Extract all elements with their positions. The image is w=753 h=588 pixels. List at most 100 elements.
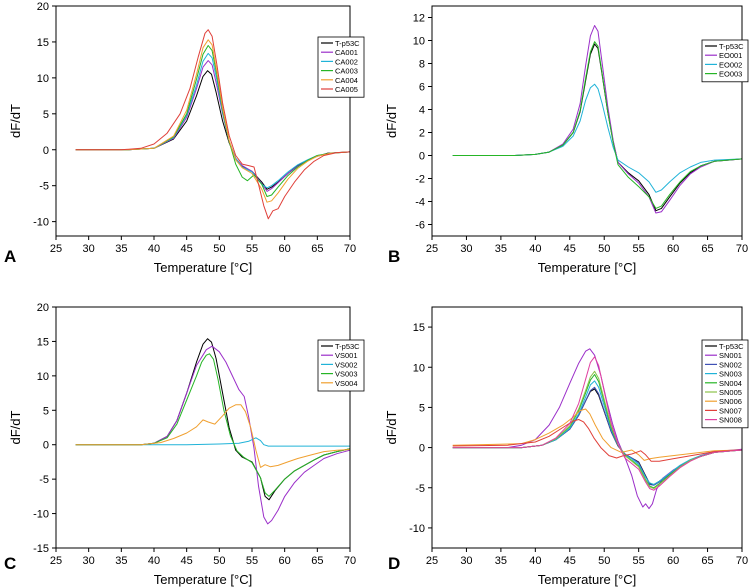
x-tick-label: 25: [426, 555, 438, 567]
series-line-vs001: [75, 345, 351, 525]
y-tick-label: -2: [415, 174, 425, 186]
y-tick-label: 15: [413, 322, 425, 334]
x-tick-label: 55: [246, 243, 258, 255]
y-tick-label: 2: [419, 128, 425, 140]
panel-letter: A: [4, 247, 16, 266]
y-tick-label: -15: [33, 543, 49, 555]
y-tick-label: -10: [33, 509, 49, 521]
x-tick-label: 40: [148, 243, 160, 255]
x-tick-label: 50: [598, 555, 610, 567]
x-axis-label: Temperature [°C]: [538, 260, 636, 275]
series-line-ca005: [75, 29, 351, 220]
legend-label: EO002: [719, 60, 742, 69]
y-tick-label: 12: [413, 13, 425, 25]
series-line-sn002: [452, 386, 743, 486]
x-tick-label: 65: [701, 243, 713, 255]
x-tick-label: 55: [246, 555, 258, 567]
y-tick-label: 10: [37, 73, 49, 85]
x-tick-label: 45: [564, 243, 576, 255]
x-tick-label: 70: [344, 243, 356, 255]
legend-label: EO001: [719, 51, 742, 60]
x-tick-label: 55: [633, 243, 645, 255]
plot-frame: [431, 5, 743, 237]
x-tick-label: 35: [495, 243, 507, 255]
x-tick-label: 40: [529, 243, 541, 255]
y-tick-label: -5: [415, 483, 425, 495]
x-tick-label: 55: [633, 555, 645, 567]
y-tick-label: -10: [409, 523, 425, 535]
legend-box: [701, 39, 749, 83]
series-group: [452, 25, 743, 214]
legend-label: T-p53C: [335, 342, 360, 351]
x-tick-label: 60: [667, 555, 679, 567]
y-tick-label: 5: [43, 109, 49, 121]
x-tick-label: 70: [736, 555, 748, 567]
series-group: [75, 338, 351, 525]
legend-label: T-p53C: [335, 39, 360, 48]
legend-label: SN008: [719, 416, 742, 425]
y-tick-label: 0: [419, 443, 425, 455]
series-line-vs004: [75, 404, 351, 468]
legend-label: CA002: [335, 57, 358, 66]
legend-label: SN006: [719, 397, 742, 406]
legend-label: VS004: [335, 379, 358, 388]
x-axis-label: Temperature [°C]: [538, 572, 636, 587]
y-tick-label: 4: [419, 105, 425, 117]
panel-d: 25 30 35 40 45 50 55 60 65 70 -10 -5 0 5 10 15 Temperatu…: [384, 306, 749, 587]
y-tick-label: 5: [43, 405, 49, 417]
x-tick-label: 30: [83, 555, 95, 567]
series-line-sn005: [452, 370, 743, 490]
x-tick-label: 30: [83, 243, 95, 255]
y-tick-label: 10: [413, 362, 425, 374]
y-tick-label: -4: [415, 197, 425, 209]
series-line-sn003: [452, 380, 743, 485]
series-line-t-p53c: [75, 338, 351, 501]
y-tick-label: 0: [43, 440, 49, 452]
plot-frame: [55, 5, 351, 237]
x-axis-label: Temperature [°C]: [154, 260, 252, 275]
x-axis-label: Temperature [°C]: [154, 572, 252, 587]
panel-letter: D: [388, 554, 400, 573]
x-tick-label: 45: [181, 555, 193, 567]
y-tick-label: 15: [37, 37, 49, 49]
series-line-sn007: [452, 419, 743, 462]
series-line-ca004: [75, 39, 351, 203]
y-tick-label: 20: [37, 1, 49, 13]
series-line-t-p53c: [452, 43, 743, 212]
series-group: [75, 29, 351, 220]
x-tick-label: 45: [181, 243, 193, 255]
y-tick-label: -10: [33, 217, 49, 229]
series-group: [452, 348, 743, 510]
x-tick-label: 25: [50, 555, 62, 567]
series-line-eo002: [452, 83, 743, 193]
y-tick-label: 10: [413, 36, 425, 48]
x-tick-label: 35: [495, 555, 507, 567]
series-line-t-p53c: [452, 388, 743, 485]
x-tick-label: 50: [213, 243, 225, 255]
series-line-eo001: [452, 25, 743, 214]
series-line-sn008: [452, 356, 743, 491]
plot-frame: [55, 306, 351, 549]
legend-label: CA004: [335, 76, 358, 85]
legend-label: T-p53C: [719, 342, 744, 351]
legend-label: VS002: [335, 360, 358, 369]
panel-b: 25 30 35 40 45 50 55 60 65 70 -6 -4 -2 0 2 4 6 8 10 12 Tempe…: [384, 5, 749, 275]
legend-label: CA003: [335, 67, 358, 76]
legend-label: SN001: [719, 351, 742, 360]
x-tick-label: 65: [311, 243, 323, 255]
x-tick-label: 50: [213, 555, 225, 567]
y-tick-label: 20: [37, 302, 49, 314]
x-tick-label: 45: [564, 555, 576, 567]
x-tick-label: 65: [701, 555, 713, 567]
x-tick-label: 60: [279, 243, 291, 255]
x-tick-label: 70: [736, 243, 748, 255]
x-tick-label: 40: [148, 555, 160, 567]
y-tick-label: -5: [39, 181, 49, 193]
plot-frame: [431, 306, 743, 549]
x-tick-label: 35: [115, 243, 127, 255]
legend-label: VS001: [335, 351, 358, 360]
legend-label: SN005: [719, 388, 742, 397]
series-line-ca003: [75, 45, 351, 197]
series-line-eo003: [452, 41, 743, 209]
